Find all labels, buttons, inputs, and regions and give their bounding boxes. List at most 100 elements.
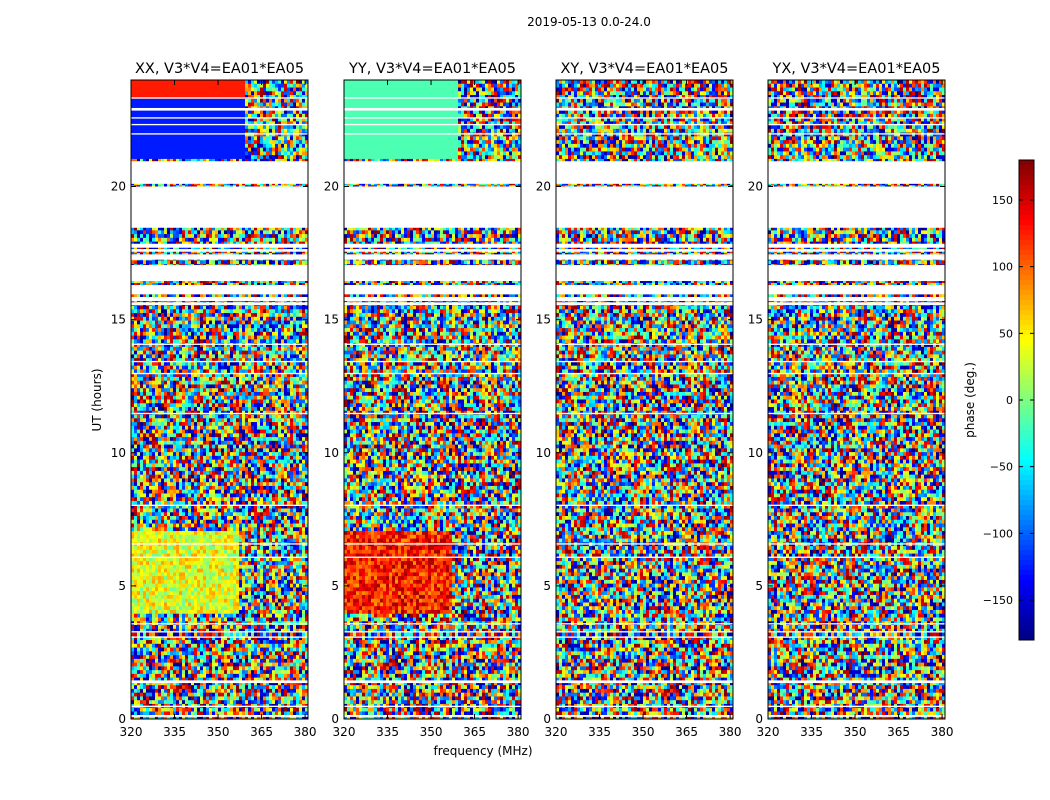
heatmap-cell bbox=[269, 136, 272, 140]
heatmap-cell bbox=[194, 230, 197, 234]
heatmap-cell bbox=[293, 140, 296, 144]
heatmap-cell bbox=[173, 140, 176, 144]
heatmap-cell bbox=[197, 84, 200, 88]
heatmap-cell bbox=[236, 88, 239, 92]
heatmap-cell bbox=[170, 151, 173, 155]
heatmap-cell bbox=[215, 133, 218, 137]
heatmap-cell bbox=[185, 103, 188, 107]
heatmap-cell bbox=[296, 133, 299, 137]
heatmap-cell bbox=[290, 129, 293, 133]
heatmap-cell bbox=[275, 129, 278, 133]
heatmap-cell bbox=[149, 91, 152, 95]
heatmap-cell bbox=[224, 234, 227, 238]
heatmap-cell bbox=[179, 129, 182, 133]
heatmap-cell bbox=[233, 99, 236, 103]
heatmap-cell bbox=[242, 133, 245, 137]
heatmap-cell bbox=[143, 84, 146, 88]
heatmap-cell bbox=[140, 80, 143, 84]
heatmap-cell bbox=[158, 91, 161, 95]
heatmap-cell bbox=[164, 140, 167, 144]
heatmap-cell bbox=[176, 136, 179, 140]
heatmap-cell bbox=[179, 155, 182, 159]
heatmap-cell bbox=[269, 148, 272, 152]
heatmap-cell bbox=[209, 230, 212, 234]
heatmap-cell bbox=[302, 103, 305, 107]
heatmap-cell bbox=[143, 80, 146, 84]
heatmap-cell bbox=[188, 230, 191, 234]
heatmap-cell bbox=[143, 99, 146, 103]
heatmap-cell bbox=[263, 151, 266, 155]
heatmap-cell bbox=[284, 91, 287, 95]
heatmap-cell bbox=[161, 230, 164, 234]
heatmap-cell bbox=[284, 230, 287, 234]
heatmap-cell bbox=[149, 234, 152, 238]
heatmap-cell bbox=[134, 234, 137, 238]
heatmap-cell bbox=[263, 136, 266, 140]
heatmap-cell bbox=[203, 234, 206, 238]
heatmap-cell bbox=[260, 129, 263, 133]
heatmap-cell bbox=[185, 238, 188, 242]
heatmap-cell bbox=[134, 155, 137, 159]
heatmap-cell bbox=[299, 110, 302, 114]
heatmap-cell bbox=[248, 125, 251, 129]
heatmap-cell bbox=[185, 80, 188, 84]
heatmap-cell bbox=[239, 103, 242, 107]
heatmap-cell bbox=[203, 84, 206, 88]
heatmap-cell bbox=[212, 140, 215, 144]
heatmap-cell bbox=[302, 144, 305, 148]
heatmap-cell bbox=[230, 110, 233, 114]
heatmap-cell bbox=[218, 99, 221, 103]
heatmap-cell bbox=[173, 88, 176, 92]
heatmap-cell bbox=[200, 144, 203, 148]
heatmap-cell bbox=[269, 99, 272, 103]
heatmap-cell bbox=[254, 110, 257, 114]
heatmap-cell bbox=[281, 84, 284, 88]
heatmap-cell bbox=[146, 234, 149, 238]
heatmap-cell bbox=[296, 144, 299, 148]
heatmap-cell bbox=[245, 151, 248, 155]
heatmap-cell bbox=[188, 133, 191, 137]
heatmap-cell bbox=[299, 133, 302, 137]
heatmap-cell bbox=[215, 238, 218, 242]
heatmap-cell bbox=[215, 151, 218, 155]
heatmap-cell bbox=[272, 238, 275, 242]
heatmap-cell bbox=[260, 151, 263, 155]
heatmap-cell bbox=[146, 125, 149, 129]
heatmap-cell bbox=[254, 99, 257, 103]
heatmap-cell bbox=[188, 148, 191, 152]
heatmap-cell bbox=[236, 155, 239, 159]
heatmap-cell bbox=[272, 91, 275, 95]
heatmap-cell bbox=[257, 155, 260, 159]
heatmap-cell bbox=[197, 148, 200, 152]
heatmap-cell bbox=[215, 136, 218, 140]
heatmap-cell bbox=[224, 99, 227, 103]
heatmap-cell bbox=[203, 91, 206, 95]
heatmap-cell bbox=[278, 84, 281, 88]
heatmap-cell bbox=[251, 80, 254, 84]
heatmap-cell bbox=[257, 148, 260, 152]
heatmap-cell bbox=[221, 88, 224, 92]
heatmap-cell bbox=[293, 144, 296, 148]
heatmap-cell bbox=[299, 129, 302, 133]
heatmap-cell bbox=[293, 155, 296, 159]
heatmap-cell bbox=[281, 103, 284, 107]
heatmap-cell bbox=[269, 125, 272, 129]
heatmap-cell bbox=[164, 91, 167, 95]
heatmap-cell bbox=[143, 151, 146, 155]
heatmap-cell bbox=[236, 144, 239, 148]
heatmap-cell bbox=[296, 99, 299, 103]
heatmap-cell bbox=[236, 140, 239, 144]
heatmap-cell bbox=[272, 103, 275, 107]
heatmap-cell bbox=[191, 133, 194, 137]
heatmap-cell bbox=[179, 84, 182, 88]
heatmap-cell bbox=[173, 151, 176, 155]
heatmap-cell bbox=[272, 80, 275, 84]
heatmap-cell bbox=[224, 110, 227, 114]
heatmap-cell bbox=[281, 133, 284, 137]
heatmap-cell bbox=[260, 103, 263, 107]
heatmap-cell bbox=[248, 133, 251, 137]
heatmap-cell bbox=[290, 103, 293, 107]
heatmap-cell bbox=[155, 99, 158, 103]
heatmap-cell bbox=[131, 99, 134, 103]
heatmap-cell bbox=[212, 144, 215, 148]
